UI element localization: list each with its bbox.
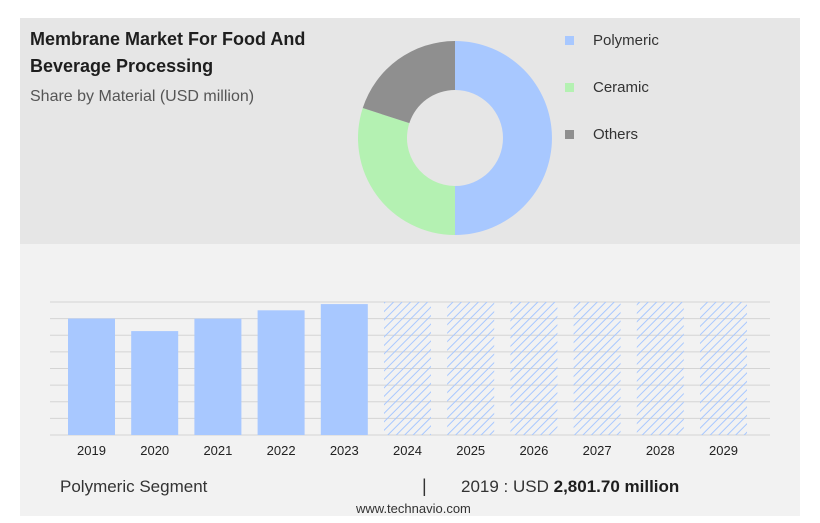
legend-item-polymeric: Polymeric — [565, 28, 659, 52]
x-tick-label: 2026 — [519, 443, 548, 458]
x-tick-label: 2022 — [267, 443, 296, 458]
x-tick-label: 2028 — [646, 443, 675, 458]
donut-slice-polymeric — [455, 41, 552, 235]
legend-label-others: Others — [593, 125, 639, 143]
legend-swatch-others — [565, 129, 574, 139]
bar-2021 — [194, 318, 242, 435]
segment-value-amount: 2,801.70 million — [553, 477, 680, 496]
x-tick-label: 2024 — [393, 443, 422, 458]
bar-chart: 2019 2020 2021 2022 2023 2024 2025 2026 2027 2028… — [50, 301, 770, 458]
chart-title: Membrane Market For Food And Beverage Pr… — [30, 29, 306, 76]
segment-label: Polymeric Segment — [60, 477, 208, 496]
legend-item-others: Others — [565, 122, 659, 146]
x-tick-label: 2019 — [77, 443, 106, 458]
x-tick-label: 2021 — [203, 443, 232, 458]
donut-slice-ceramic — [358, 108, 455, 235]
segment-value: 2019 : USD 2,801.70 million — [461, 477, 679, 497]
legend-label-polymeric: Polymeric — [593, 31, 659, 49]
forecast-bar-2024 — [384, 302, 431, 435]
donut-slice-others — [362, 41, 455, 124]
forecast-bar-2026 — [510, 302, 558, 435]
legend-swatch-polymeric — [565, 35, 574, 45]
x-tick-label: 2023 — [330, 443, 359, 458]
x-tick-label: 2020 — [140, 443, 169, 458]
footer-separator: | — [422, 476, 427, 496]
forecast-bar-2027 — [573, 302, 621, 435]
bar-2020 — [131, 331, 179, 435]
x-tick-label: 2025 — [456, 443, 485, 458]
legend-label-ceramic: Ceramic — [593, 78, 649, 96]
bar-2023 — [320, 304, 368, 435]
forecast-bar-2028 — [636, 302, 684, 435]
legend: Polymeric Ceramic Others — [565, 28, 659, 169]
x-tick-label: 2027 — [583, 443, 612, 458]
legend-item-ceramic: Ceramic — [565, 75, 659, 99]
forecast-bar-2029 — [700, 302, 747, 435]
donut-chart — [358, 41, 552, 235]
bar-2019 — [68, 318, 115, 435]
forecast-bar-2025 — [447, 302, 495, 435]
bar-2022 — [257, 310, 305, 435]
source-link[interactable]: www.technavio.com — [356, 501, 471, 516]
x-tick-label: 2029 — [709, 443, 738, 458]
legend-swatch-ceramic — [565, 82, 574, 92]
chart-subtitle: Share by Material (USD million) — [30, 88, 255, 105]
segment-value-prefix: 2019 : USD — [461, 477, 549, 496]
